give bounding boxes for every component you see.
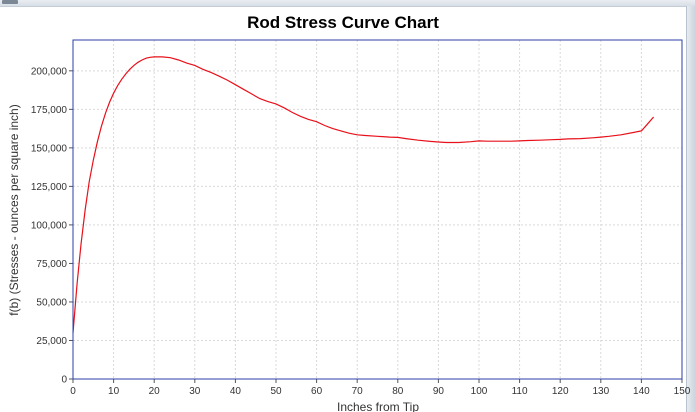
y-tick-label-2: 50,000 [36, 297, 67, 308]
y-tick-label-3: 75,000 [36, 259, 67, 270]
y-tick-label-8: 200,000 [31, 66, 68, 77]
chart-title: Rod Stress Curve Chart [247, 13, 439, 32]
x-tick-label-12: 120 [552, 386, 569, 397]
x-tick-label-7: 70 [352, 386, 364, 397]
x-tick-label-3: 30 [189, 386, 201, 397]
y-axis-ticks: 0 25,000 50,000 75,000 100,000 125,000 150,000… [31, 66, 73, 386]
x-tick-label-14: 140 [633, 386, 650, 397]
x-tick-label-2: 20 [149, 386, 161, 397]
y-tick-label-1: 25,000 [36, 336, 67, 347]
x-tick-label-11: 110 [512, 386, 528, 397]
x-tick-label-9: 90 [433, 386, 445, 397]
x-tick-label-4: 40 [230, 386, 242, 397]
x-tick-label-1: 10 [108, 386, 120, 397]
y-tick-label-4: 100,000 [31, 220, 68, 231]
plot-area-frame [72, 39, 683, 380]
chart-grid [73, 40, 682, 379]
x-tick-label-10: 100 [471, 386, 488, 397]
x-tick-label-5: 50 [270, 386, 282, 397]
window-handle-icon [2, 0, 18, 4]
x-tick-label-0: 0 [70, 386, 76, 397]
x-axis-ticks: 0 10 20 30 40 50 60 70 80 90 100 110 120 130 140 150 [70, 379, 691, 397]
y-tick-label-7: 175,000 [31, 105, 68, 116]
x-tick-label-6: 60 [311, 386, 323, 397]
y-tick-label-5: 125,000 [31, 182, 68, 193]
window-top-bar [0, 0, 695, 7]
x-tick-label-13: 130 [592, 386, 609, 397]
stress-curve-line [72, 56, 655, 333]
y-tick-label-0: 0 [61, 375, 67, 386]
window-right-edge [686, 6, 695, 412]
x-tick-label-15: 150 [674, 386, 691, 397]
y-axis-label: f(b) (Stresses - ounces per square inch) [7, 104, 21, 315]
x-axis-label: Inches from Tip [337, 400, 419, 412]
x-tick-label-8: 80 [392, 386, 404, 397]
y-tick-label-6: 150,000 [31, 143, 68, 154]
